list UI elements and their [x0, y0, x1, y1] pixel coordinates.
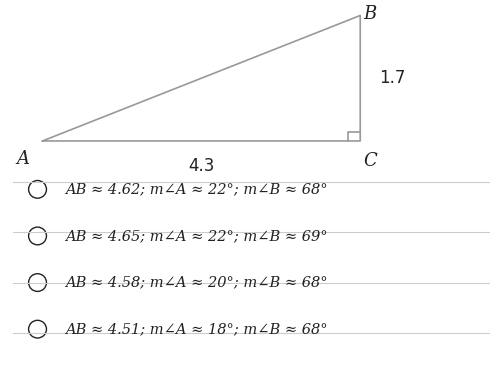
Text: AB ≈ 4.51; m∠A ≈ 18°; m∠B ≈ 68°: AB ≈ 4.51; m∠A ≈ 18°; m∠B ≈ 68°	[65, 322, 327, 336]
Text: 1.7: 1.7	[379, 69, 405, 87]
Text: AB ≈ 4.65; m∠A ≈ 22°; m∠B ≈ 69°: AB ≈ 4.65; m∠A ≈ 22°; m∠B ≈ 69°	[65, 229, 327, 243]
Text: AB ≈ 4.58; m∠A ≈ 20°; m∠B ≈ 68°: AB ≈ 4.58; m∠A ≈ 20°; m∠B ≈ 68°	[65, 276, 327, 290]
Text: C: C	[363, 152, 376, 170]
Text: 4.3: 4.3	[188, 157, 214, 175]
Text: AB ≈ 4.62; m∠A ≈ 22°; m∠B ≈ 68°: AB ≈ 4.62; m∠A ≈ 22°; m∠B ≈ 68°	[65, 182, 327, 196]
Text: A: A	[16, 150, 29, 168]
Text: B: B	[363, 5, 376, 23]
